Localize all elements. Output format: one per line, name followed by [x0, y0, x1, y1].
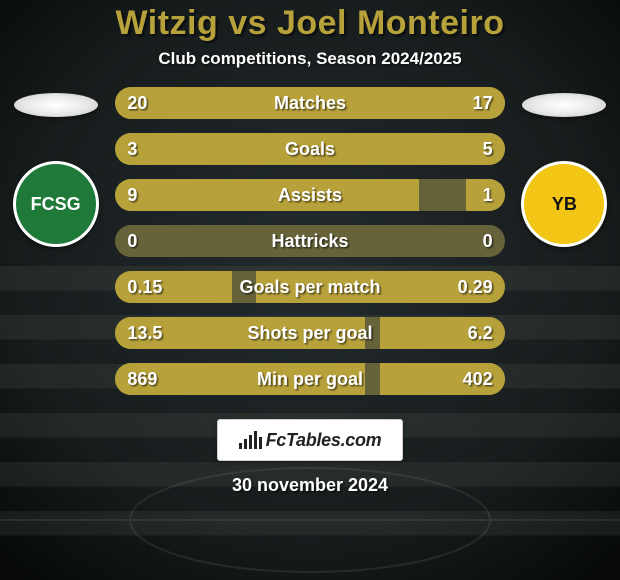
stats-column: 2017Matches 35Goals 91Assists 00Hattricks 0.… [115, 87, 504, 395]
comparison-row: FCSG 2017Matches 35Goals 91Assists 00Hattri… [0, 87, 620, 395]
stat-label: Goals [115, 133, 504, 165]
stat-label: Assists [115, 179, 504, 211]
stat-bar: 91Assists [115, 179, 504, 211]
player-right-photo [522, 93, 606, 117]
brand-text: FcTables.com [266, 430, 382, 451]
brand-logo: FcTables.com [217, 419, 403, 461]
player-left-photo [14, 93, 98, 117]
stat-bar: 869402Min per goal [115, 363, 504, 395]
stat-label: Shots per goal [115, 317, 504, 349]
stat-bar: 2017Matches [115, 87, 504, 119]
bars-icon [239, 431, 262, 449]
stat-label: Matches [115, 87, 504, 119]
stat-label: Goals per match [115, 271, 504, 303]
stat-bar: 00Hattricks [115, 225, 504, 257]
club-badge-left: FCSG [13, 161, 99, 247]
page-subtitle: Club competitions, Season 2024/2025 [0, 49, 620, 69]
footer-date: 30 november 2024 [0, 475, 620, 496]
stat-label: Hattricks [115, 225, 504, 257]
player-right-column: YB [515, 87, 614, 247]
club-badge-right: YB [521, 161, 607, 247]
stat-label: Min per goal [115, 363, 504, 395]
stat-bar: 13.56.2Shots per goal [115, 317, 504, 349]
stat-bar: 0.150.29Goals per match [115, 271, 504, 303]
page-title: Witzig vs Joel Monteiro [0, 4, 620, 43]
player-left-column: FCSG [6, 87, 105, 247]
stat-bar: 35Goals [115, 133, 504, 165]
